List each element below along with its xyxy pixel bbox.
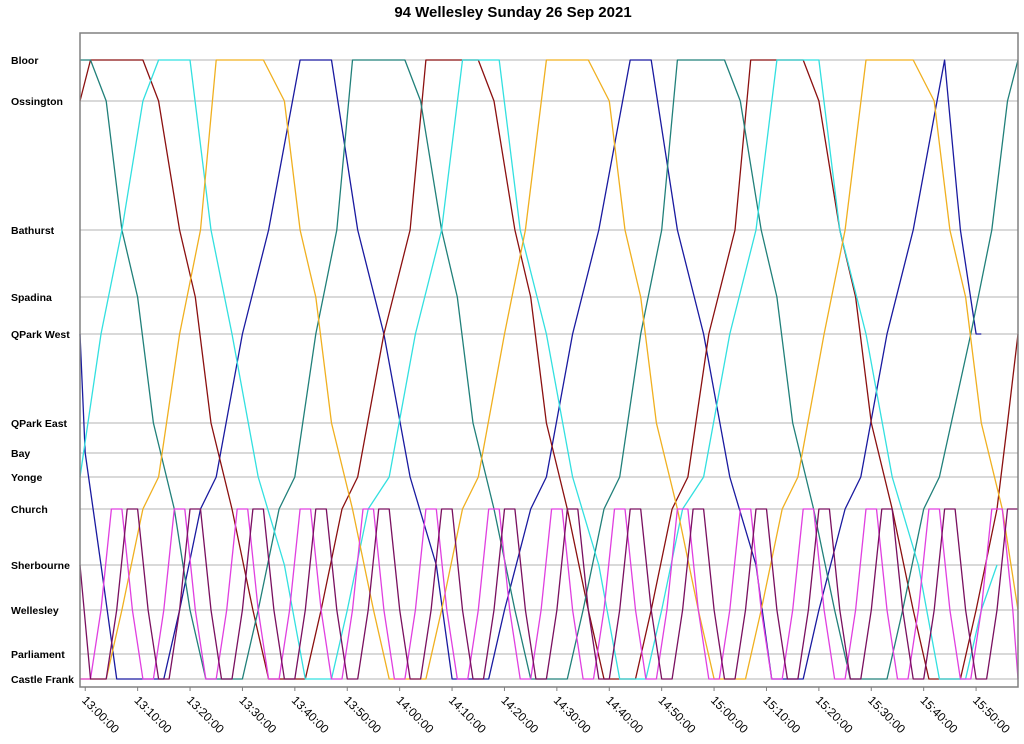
x-tick-label: 15:50:00 [970,693,1013,736]
time-tick-labels: 13:00:00 13:10:00 13:20:00 13:30:00 13:40:00… [79,687,1013,736]
x-tick-label: 13:50:00 [341,693,384,736]
stop-label: Wellesley [11,605,59,617]
x-tick-label: 15:30:00 [865,693,908,736]
x-tick-label: 14:30:00 [551,693,594,736]
x-tick-label: 13:30:00 [236,693,279,736]
vehicle-trace-7 [79,508,1018,680]
stop-label: Ossington [11,96,63,108]
x-tick-label: 15:20:00 [813,693,856,736]
x-tick-label: 15:00:00 [708,693,751,736]
stop-label: Spadina [11,292,52,304]
vehicle-trace-1 [79,59,982,680]
vehicle-trace-2 [79,59,1019,680]
x-tick-label: 15:10:00 [760,693,803,736]
stop-label: Bathurst [11,225,55,237]
stop-label: Sherbourne [11,560,70,572]
x-tick-label: 14:50:00 [656,693,699,736]
stop-label: Church [11,504,48,516]
stop-label: Castle Frank [11,674,74,686]
chart-title: 94 Wellesley Sunday 26 Sep 2021 [394,4,631,21]
gridlines [80,59,1018,680]
x-tick-label: 13:00:00 [79,693,122,736]
vehicle-trace-6 [80,508,1019,680]
x-tick-label: 14:40:00 [603,693,646,736]
plot-frame [79,32,1019,688]
x-tick-label: 13:20:00 [184,693,227,736]
vehicle-trace-5 [80,59,1019,680]
x-tick-label: 14:10:00 [446,693,489,736]
x-tick-label: 13:40:00 [289,693,332,736]
vehicle-traces [79,59,1019,680]
x-tick-label: 15:40:00 [918,693,961,736]
stop-label: Parliament [11,649,65,661]
x-tick-label: 14:20:00 [498,693,541,736]
stop-labels: Bloor Ossington Bathurst Spadina QPark West Q… [11,55,74,686]
stop-label: QPark East [11,418,68,430]
x-tick-label: 13:10:00 [132,693,175,736]
stop-label: Bay [11,448,30,460]
stop-label: Bloor [11,55,38,67]
stop-label: QPark West [11,329,70,341]
vehicle-trace-3 [80,59,1019,680]
stop-label: Yonge [11,472,42,484]
vehicle-trace-4 [79,59,998,680]
x-tick-label: 14:00:00 [394,693,437,736]
